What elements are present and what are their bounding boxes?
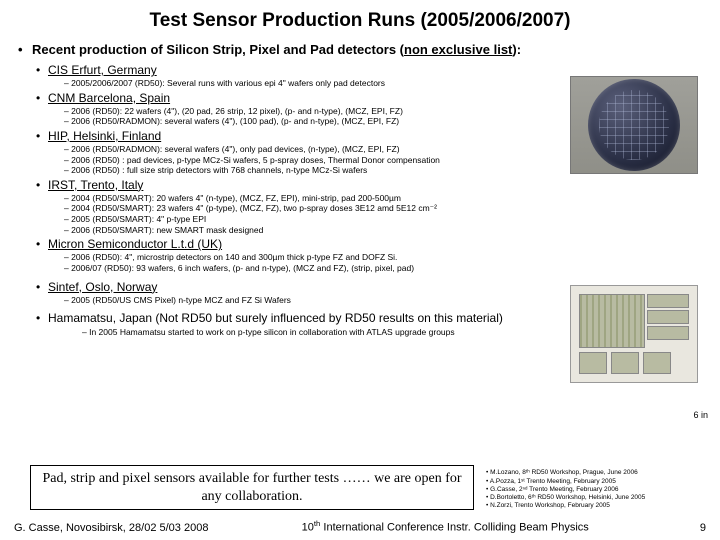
footer-left: G. Casse, Novosibirsk, 28/02 5/03 2008: [14, 522, 208, 534]
detail-item: 2004 (RD50/SMART): 20 wafers 4" (n-type)…: [64, 193, 702, 204]
ref-item: N.Zorzi, Trento Workshop, February 2005: [486, 502, 706, 510]
footer-center: 10th International Conference Instr. Col…: [208, 519, 682, 534]
footer: G. Casse, Novosibirsk, 28/02 5/03 2008 1…: [14, 519, 706, 534]
six-inch-label: 6 in: [693, 410, 708, 420]
detail-item: 2005 (RD50/SMART): 4" p-type EPI: [64, 214, 702, 225]
site-micron: •Micron Semiconductor L.t.d (UK): [36, 237, 702, 251]
references: M.Lozano, 8ᵗʰ RD50 Workshop, Prague, Jun…: [486, 469, 706, 510]
ref-item: G.Casse, 2ⁿᵈ Trento Meeting, February 20…: [486, 486, 706, 494]
footer-center-num: 10: [302, 522, 314, 534]
ref-item: A.Pozza, 1ˢᵗ Trento Meeting, February 20…: [486, 478, 706, 486]
site-name: Sintef, Oslo, Norway: [48, 280, 157, 294]
callout-box: Pad, strip and pixel sensors available f…: [30, 465, 474, 510]
detail-item: 2006 (RD50): 4", microstrip detectors on…: [64, 252, 702, 263]
site-name: CIS Erfurt, Germany: [48, 63, 157, 77]
site-name: Micron Semiconductor L.t.d (UK): [48, 237, 222, 251]
detail-item: 2006 (RD50/SMART): new SMART mask design…: [64, 225, 702, 236]
site-name: CNM Barcelona, Spain: [48, 91, 170, 105]
ref-item: M.Lozano, 8ᵗʰ RD50 Workshop, Prague, Jun…: [486, 469, 706, 477]
site-cis: •CIS Erfurt, Germany: [36, 63, 702, 77]
intro-text: Recent production of Silicon Strip, Pixe…: [32, 42, 404, 57]
site-name: Hamamatsu, Japan (Not RD50 but surely in…: [48, 311, 503, 325]
intro-tail: ):: [512, 42, 521, 57]
page-number: 9: [682, 522, 706, 534]
intro-nonexclusive: non exclusive list: [404, 42, 512, 57]
site-name: HIP, Helsinki, Finland: [48, 129, 161, 143]
ref-item: D.Bortoletto, 6ᵗʰ RD50 Workshop, Helsink…: [486, 494, 706, 502]
detail-item: 2006/07 (RD50): 93 wafers, 6 inch wafers…: [64, 263, 702, 274]
slide-title: Test Sensor Production Runs (2005/2006/2…: [18, 10, 702, 32]
sensors-image: [570, 285, 698, 383]
wafer-image: [570, 76, 698, 174]
site-name: IRST, Trento, Italy: [48, 178, 143, 192]
footer-center-text: International Conference Instr. Collidin…: [320, 522, 588, 534]
site-irst: •IRST, Trento, Italy: [36, 178, 702, 192]
intro-line: • Recent production of Silicon Strip, Pi…: [18, 42, 702, 57]
detail-item: 2004 (RD50/SMART): 23 wafers 4" (p-type)…: [64, 203, 702, 214]
